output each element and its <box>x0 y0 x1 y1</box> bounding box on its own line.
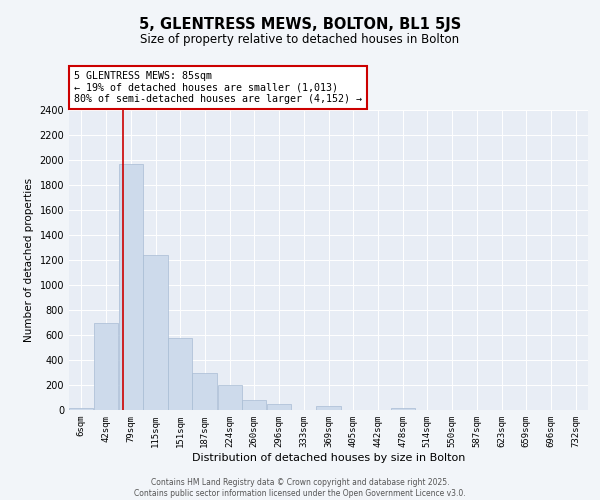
Bar <box>119 164 143 410</box>
Bar <box>391 408 415 410</box>
Bar <box>218 385 242 410</box>
Bar <box>266 404 291 410</box>
Text: Contains HM Land Registry data © Crown copyright and database right 2025.
Contai: Contains HM Land Registry data © Crown c… <box>134 478 466 498</box>
Bar <box>242 400 266 410</box>
Y-axis label: Number of detached properties: Number of detached properties <box>24 178 34 342</box>
Text: 5, GLENTRESS MEWS, BOLTON, BL1 5JS: 5, GLENTRESS MEWS, BOLTON, BL1 5JS <box>139 18 461 32</box>
Text: 5 GLENTRESS MEWS: 85sqm
← 19% of detached houses are smaller (1,013)
80% of semi: 5 GLENTRESS MEWS: 85sqm ← 19% of detache… <box>74 71 362 104</box>
Bar <box>316 406 341 410</box>
X-axis label: Distribution of detached houses by size in Bolton: Distribution of detached houses by size … <box>192 452 465 462</box>
Bar <box>94 322 118 410</box>
Bar <box>168 338 192 410</box>
Bar <box>143 255 167 410</box>
Bar <box>69 408 94 410</box>
Bar <box>193 372 217 410</box>
Text: Size of property relative to detached houses in Bolton: Size of property relative to detached ho… <box>140 32 460 46</box>
